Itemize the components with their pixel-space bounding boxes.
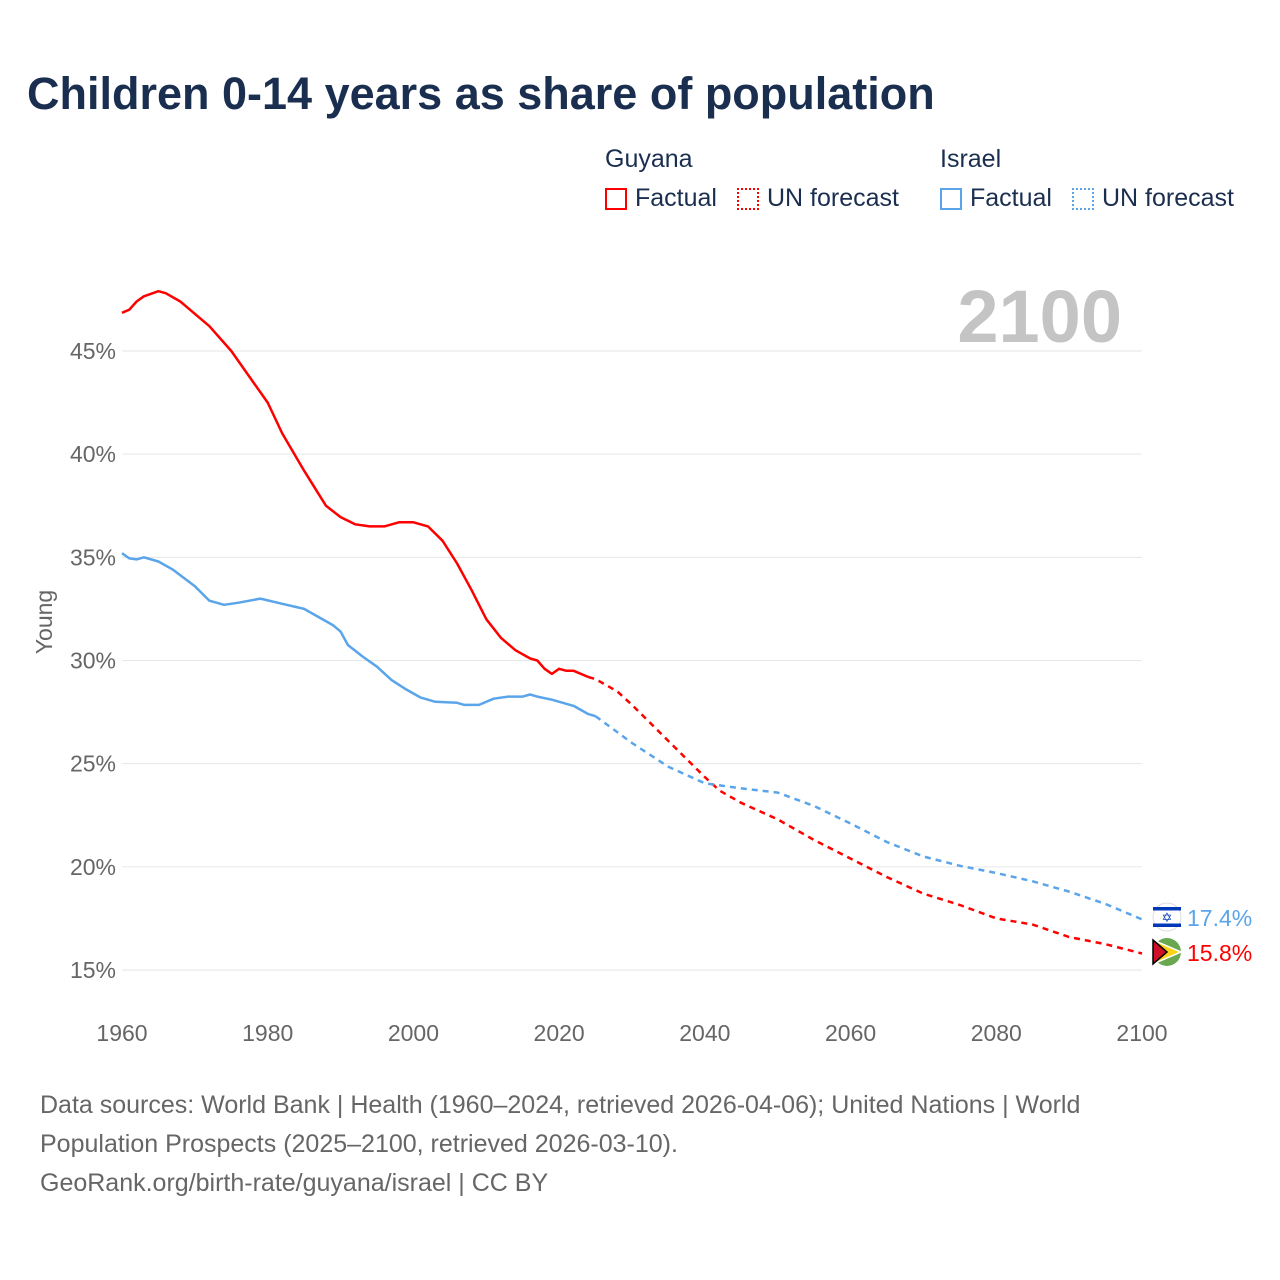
x-tick-label: 2080 xyxy=(971,1020,1022,1046)
guyana-forecast-line xyxy=(587,675,1143,955)
x-tick-label: 2000 xyxy=(388,1020,439,1046)
legend-label: Factual xyxy=(635,184,717,212)
legend-israel: Israel Factual UN forecast xyxy=(940,145,1254,213)
legend-item-factual[interactable]: Factual xyxy=(940,184,1052,213)
y-tick-label: 40% xyxy=(70,441,116,467)
legend-label: UN forecast xyxy=(766,184,899,212)
x-tick-label: 2020 xyxy=(534,1020,585,1046)
star-of-david-icon: ✡ xyxy=(1162,910,1173,925)
chart-title: Children 0-14 years as share of populati… xyxy=(27,68,935,119)
y-axis-label: Young xyxy=(31,590,57,654)
flag-stripe xyxy=(1153,923,1181,927)
y-tick-label: 20% xyxy=(70,854,116,880)
y-tick-label: 45% xyxy=(70,338,116,364)
source-link[interactable]: GeoRank.org/birth-rate/guyana/israel | C… xyxy=(40,1169,549,1197)
flag-stripe xyxy=(1153,907,1181,911)
legend-country: Israel xyxy=(940,145,1002,173)
flag-triangle xyxy=(1152,938,1169,966)
guyana-end-label: 15.8% xyxy=(1187,940,1252,966)
israel-flag-icon: ✡ xyxy=(1152,902,1182,932)
dotted-swatch-icon xyxy=(1071,187,1094,210)
legend-country: Guyana xyxy=(605,145,693,173)
legend-label: Factual xyxy=(970,184,1052,212)
guyana-flag-icon xyxy=(1152,938,1183,966)
legend-item-forecast[interactable]: UN forecast xyxy=(1071,184,1234,213)
x-tick-label: 2100 xyxy=(1116,1020,1167,1046)
legend-item-forecast[interactable]: UN forecast xyxy=(736,184,899,213)
y-tick-label: 30% xyxy=(70,648,116,674)
footer: Data sources: World Bank | Health (1960–… xyxy=(40,1086,1190,1203)
x-tick-label: 1960 xyxy=(96,1020,147,1046)
y-tick-label: 35% xyxy=(70,544,116,570)
x-tick-label: 2040 xyxy=(679,1020,730,1046)
solid-swatch-icon xyxy=(940,187,962,210)
israel-forecast-line xyxy=(594,715,1143,921)
legend-guyana: Guyana Factual UN forecast xyxy=(605,145,919,213)
legend-item-factual[interactable]: Factual xyxy=(605,184,717,213)
israel-factual-line xyxy=(121,552,596,718)
israel-end-label: 17.4% xyxy=(1187,905,1252,931)
x-tick-label: 2060 xyxy=(825,1020,876,1046)
y-tick-label: 15% xyxy=(70,957,116,983)
x-tick-label: 1980 xyxy=(242,1020,293,1046)
legend-label: UN forecast xyxy=(1101,184,1234,212)
guyana-factual-line xyxy=(121,289,589,679)
solid-swatch-icon xyxy=(605,187,627,210)
dotted-swatch-icon xyxy=(736,187,759,210)
y-tick-label: 25% xyxy=(70,751,116,777)
year-watermark: 2100 xyxy=(957,275,1122,358)
data-sources: Data sources: World Bank | Health (1960–… xyxy=(40,1091,1081,1158)
